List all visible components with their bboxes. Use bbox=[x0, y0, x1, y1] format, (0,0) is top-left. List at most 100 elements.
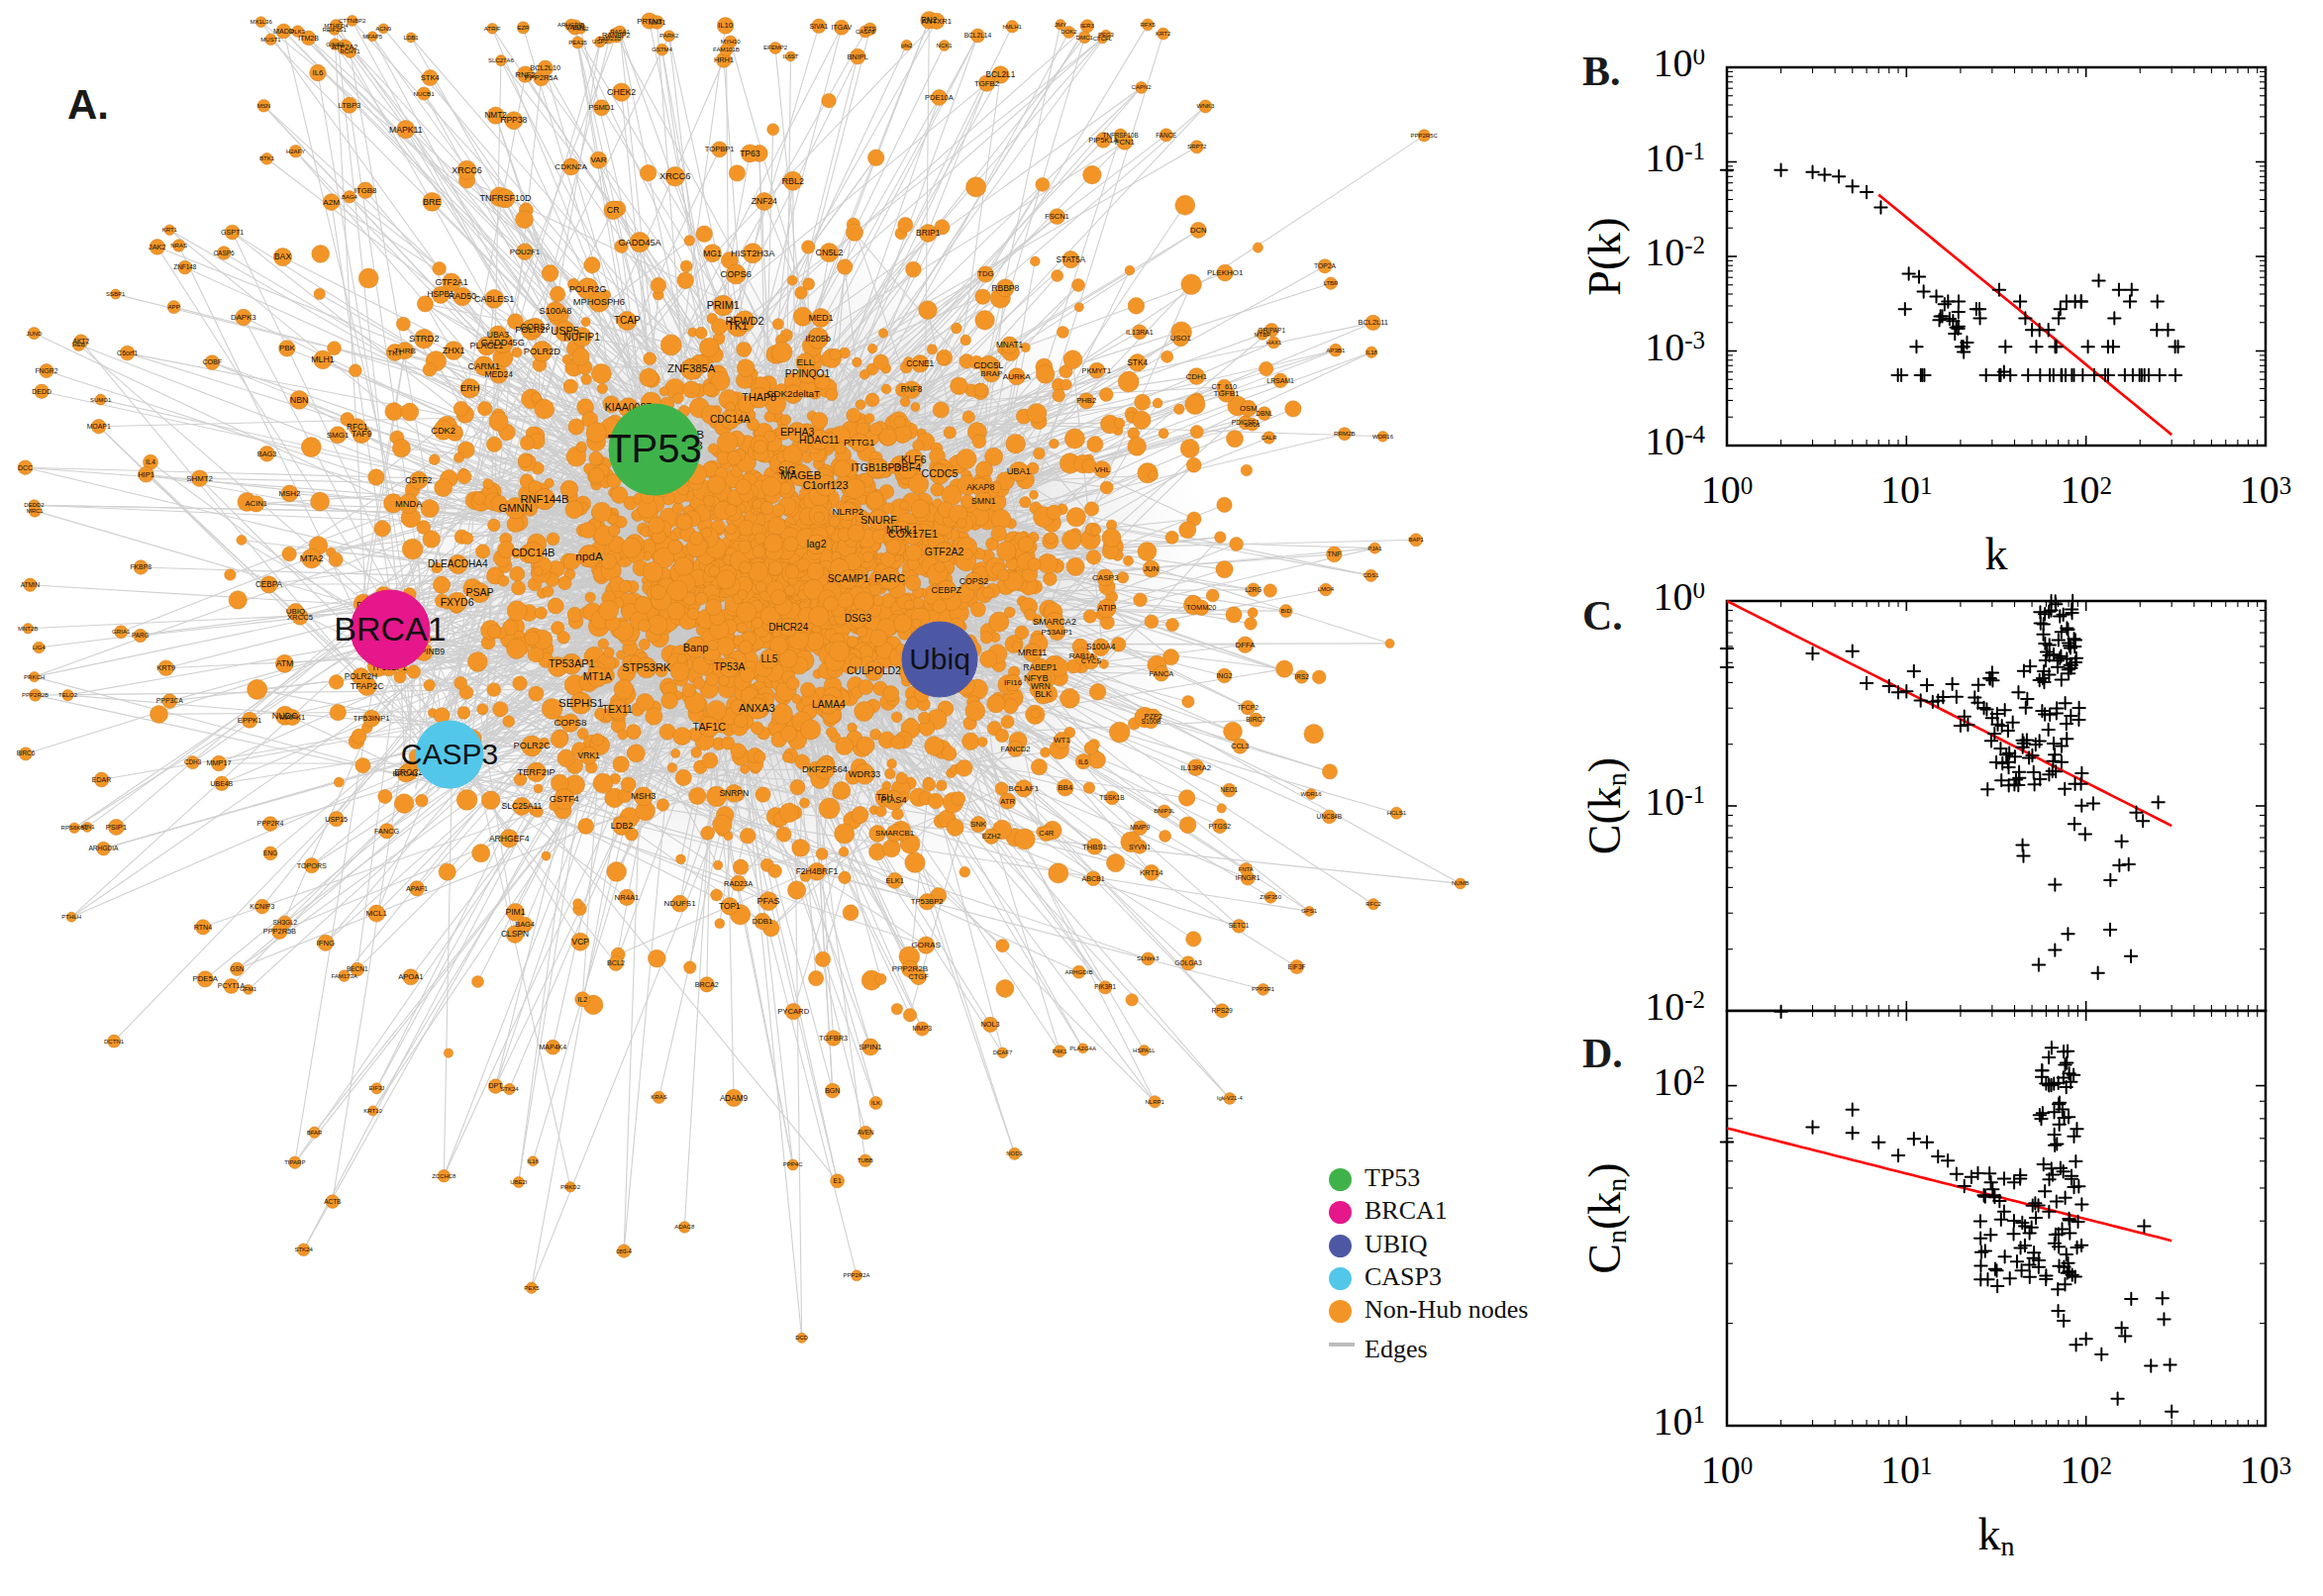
svg-text:If205b: If205b bbox=[805, 334, 831, 344]
svg-text:FSCN1: FSCN1 bbox=[1045, 212, 1069, 221]
svg-text:FANCG: FANCG bbox=[374, 827, 399, 836]
svg-text:APAF1: APAF1 bbox=[406, 884, 428, 893]
svg-text:CDK2deltaT: CDK2deltaT bbox=[766, 388, 820, 399]
svg-text:NR4A1: NR4A1 bbox=[615, 893, 640, 902]
svg-text:DCAF7: DCAF7 bbox=[993, 1049, 1013, 1055]
svg-text:MSN: MSN bbox=[257, 103, 270, 109]
svg-text:BAG4: BAG4 bbox=[515, 920, 534, 929]
svg-text:STAT5A: STAT5A bbox=[1057, 255, 1086, 264]
svg-text:IFI16: IFI16 bbox=[1004, 678, 1023, 687]
svg-text:npdA: npdA bbox=[575, 549, 603, 563]
svg-text:SRP72: SRP72 bbox=[1187, 143, 1207, 150]
svg-text:PFAS: PFAS bbox=[758, 896, 780, 906]
svg-text:ITM2B: ITM2B bbox=[298, 35, 319, 42]
svg-text:FANCD2: FANCD2 bbox=[1000, 745, 1030, 753]
svg-text:PSMD1: PSMD1 bbox=[588, 103, 614, 112]
svg-text:ZNF24: ZNF24 bbox=[752, 196, 777, 206]
svg-text:PRIM1: PRIM1 bbox=[707, 299, 740, 311]
svg-text:RBL2: RBL2 bbox=[781, 176, 804, 186]
svg-text:IL4: IL4 bbox=[146, 458, 155, 466]
svg-text:DOK2: DOK2 bbox=[1060, 29, 1077, 35]
svg-text:10-3: 10-3 bbox=[1645, 325, 1705, 369]
svg-text:TSSK1B: TSSK1B bbox=[1099, 794, 1125, 801]
svg-text:EIF3J: EIF3J bbox=[369, 1085, 385, 1091]
svg-text:BCL2L14: BCL2L14 bbox=[964, 32, 992, 39]
svg-text:VRK1: VRK1 bbox=[577, 750, 600, 760]
svg-text:PEA15: PEA15 bbox=[568, 40, 587, 46]
svg-text:SNRPN: SNRPN bbox=[719, 788, 749, 798]
svg-text:SCAMP1: SCAMP1 bbox=[828, 573, 869, 584]
svg-text:ELL: ELL bbox=[797, 356, 815, 367]
svg-text:TOPBP1: TOPBP1 bbox=[705, 145, 734, 153]
svg-text:FANCA: FANCA bbox=[1149, 669, 1173, 678]
svg-text:KLF6: KLF6 bbox=[901, 453, 927, 465]
svg-text:PSIP1: PSIP1 bbox=[106, 823, 128, 832]
svg-text:DHCR24: DHCR24 bbox=[768, 622, 808, 633]
svg-text:100: 100 bbox=[1654, 50, 1706, 85]
svg-text:ANTXR1: ANTXR1 bbox=[922, 17, 952, 26]
svg-text:RAD23A: RAD23A bbox=[724, 879, 753, 888]
svg-text:HAX1: HAX1 bbox=[1266, 340, 1282, 346]
svg-text:LDB2: LDB2 bbox=[611, 821, 634, 831]
svg-text:P53AIP1: P53AIP1 bbox=[1042, 628, 1073, 637]
svg-text:HEB: HEB bbox=[72, 342, 84, 348]
svg-text:NMT1: NMT1 bbox=[649, 19, 666, 26]
svg-text:STK4: STK4 bbox=[1127, 357, 1148, 367]
svg-text:PLAGL1: PLAGL1 bbox=[470, 341, 504, 350]
svg-text:MNDA: MNDA bbox=[395, 499, 423, 509]
svg-text:REIF2S1: REIF2S1 bbox=[323, 27, 348, 33]
svg-text:WT1: WT1 bbox=[1054, 736, 1070, 745]
svg-text:POLR2D: POLR2D bbox=[524, 347, 560, 356]
svg-text:NDUFS1: NDUFS1 bbox=[664, 899, 697, 908]
svg-text:JUND: JUND bbox=[26, 331, 43, 337]
svg-text:TIPARP: TIPARP bbox=[284, 1159, 305, 1165]
svg-text:PBK: PBK bbox=[279, 344, 295, 352]
svg-text:10-1: 10-1 bbox=[1645, 136, 1705, 180]
svg-text:CCNE1: CCNE1 bbox=[906, 359, 934, 368]
svg-text:PRKD2: PRKD2 bbox=[560, 1184, 581, 1190]
svg-text:PRKCH: PRKCH bbox=[24, 674, 45, 680]
svg-text:HCLS1: HCLS1 bbox=[1387, 810, 1407, 816]
svg-text:TP53INP1: TP53INP1 bbox=[354, 714, 391, 723]
svg-text:BTK1: BTK1 bbox=[259, 155, 275, 161]
svg-text:TNF: TNF bbox=[1327, 549, 1342, 558]
svg-text:C4R: C4R bbox=[1039, 829, 1054, 838]
svg-text:KCNIP3: KCNIP3 bbox=[250, 903, 274, 910]
svg-text:IER3: IER3 bbox=[1080, 22, 1094, 29]
svg-text:WDR33: WDR33 bbox=[849, 769, 881, 779]
svg-text:MOAP1: MOAP1 bbox=[87, 423, 111, 430]
svg-text:SLC25A11: SLC25A11 bbox=[501, 801, 542, 811]
svg-text:PHB2: PHB2 bbox=[1076, 396, 1096, 405]
svg-text:S100A8: S100A8 bbox=[540, 306, 572, 316]
svg-text:TAF1C: TAF1C bbox=[693, 721, 727, 733]
svg-text:POLR2H: POLR2H bbox=[345, 671, 378, 681]
svg-text:EFEMP2: EFEMP2 bbox=[763, 45, 788, 50]
svg-text:ced-4: ced-4 bbox=[616, 1247, 632, 1254]
svg-text:DDB1: DDB1 bbox=[753, 917, 773, 926]
svg-text:ARHGDIB: ARHGDIB bbox=[1064, 968, 1092, 975]
svg-text:RTN4: RTN4 bbox=[194, 923, 213, 932]
svg-text:GINS2: GINS2 bbox=[326, 42, 345, 48]
svg-text:NEO1: NEO1 bbox=[1220, 786, 1238, 793]
svg-text:MTBP: MTBP bbox=[1255, 332, 1271, 338]
svg-text:103: 103 bbox=[2240, 1447, 2292, 1492]
svg-text:ATIP: ATIP bbox=[1097, 603, 1116, 613]
svg-text:MED1: MED1 bbox=[808, 313, 833, 323]
svg-text:C1orf123: C1orf123 bbox=[803, 479, 849, 491]
svg-text:CASP6: CASP6 bbox=[213, 249, 235, 256]
svg-text:CDC14B: CDC14B bbox=[511, 547, 555, 558]
svg-text:CDH3: CDH3 bbox=[184, 758, 202, 765]
svg-text:H2AFY: H2AFY bbox=[286, 149, 305, 154]
svg-text:LTBP3: LTBP3 bbox=[339, 101, 361, 110]
svg-text:HSPB1: HSPB1 bbox=[428, 290, 454, 299]
svg-text:IL6: IL6 bbox=[313, 68, 325, 77]
svg-text:CAPN2: CAPN2 bbox=[1132, 84, 1153, 90]
svg-text:FKBP8: FKBP8 bbox=[130, 563, 152, 570]
svg-text:Cn(kn): Cn(kn) bbox=[1579, 1162, 1632, 1273]
svg-text:BCL2L11: BCL2L11 bbox=[1359, 318, 1388, 327]
svg-text:NRAS: NRAS bbox=[170, 243, 187, 249]
svg-text:GMNN: GMNN bbox=[499, 502, 533, 514]
svg-text:BRIP1: BRIP1 bbox=[916, 228, 941, 238]
svg-text:CULPOLD2: CULPOLD2 bbox=[847, 665, 901, 676]
svg-text:STP53RK: STP53RK bbox=[622, 661, 671, 673]
